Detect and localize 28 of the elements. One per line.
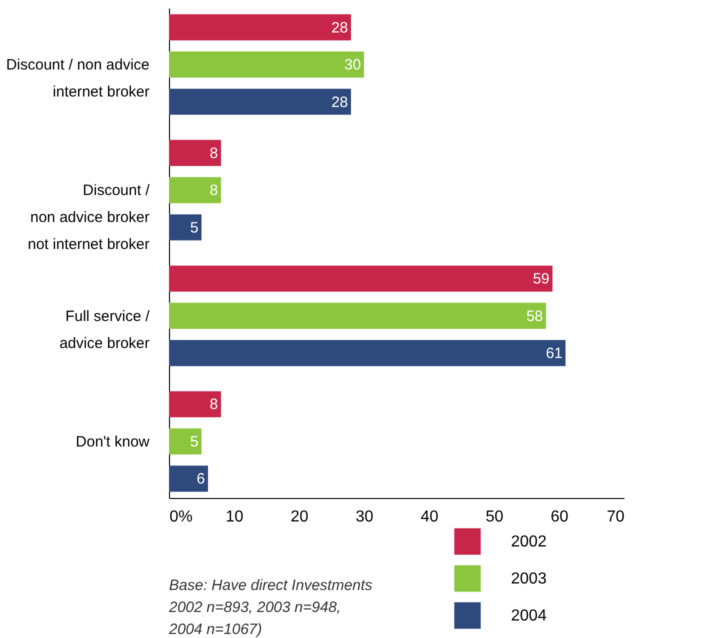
x-tick-label: 50 — [486, 508, 504, 526]
y-tick-label: Discount / non advice broker not internet broker — [28, 182, 150, 254]
data-label: 61 — [546, 345, 562, 362]
data-label: 5 — [190, 219, 198, 236]
y-tick-label: Don't know — [76, 433, 150, 450]
x-tick-label: 0% — [170, 508, 193, 526]
x-tick-label: 40 — [420, 508, 438, 526]
x-tick-label: 70 — [606, 508, 625, 526]
x-tick-label: 10 — [226, 508, 244, 526]
data-label: 8 — [210, 396, 218, 414]
legend-label: 2002 — [511, 534, 547, 550]
data-label: 58 — [526, 308, 543, 325]
legend-label: 2003 — [511, 570, 547, 588]
y-tick-label: Full service / advice broker — [59, 308, 150, 352]
data-label: 28 — [331, 94, 348, 111]
data-label: 6 — [196, 470, 205, 488]
y-tick-label: Discount / non advice internet broker — [6, 56, 150, 101]
data-label: 8 — [210, 182, 218, 200]
x-tick-label: 60 — [550, 508, 568, 526]
data-label: 28 — [331, 19, 348, 36]
data-label: 8 — [210, 144, 218, 162]
data-label: 59 — [532, 270, 550, 288]
legend-label: 2004 — [511, 608, 547, 624]
data-label: 5 — [190, 433, 198, 450]
text: Base: Have direct Investments 2002 n=893, 2003 n=948, 2004 n=1067) — [168, 577, 373, 638]
x-tick-label: 20 — [290, 508, 308, 526]
x-tick-label: 30 — [356, 508, 374, 526]
data-label: 30 — [344, 56, 361, 74]
